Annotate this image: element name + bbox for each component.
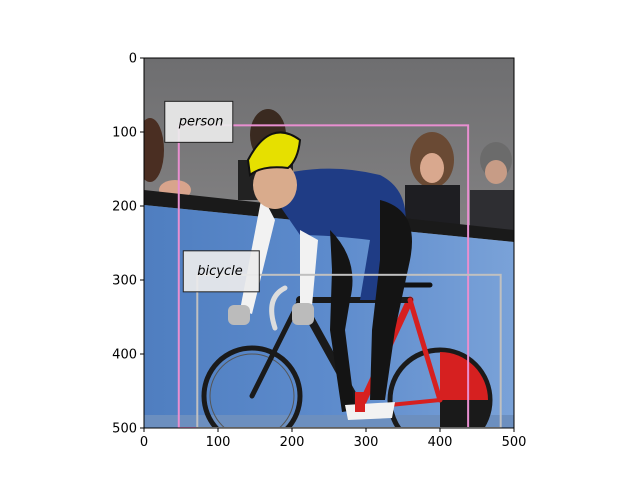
y-tick-label: 100	[112, 126, 137, 141]
y-axis: 0 100 200 300 400 500	[112, 52, 144, 437]
x-tick-label: 0	[140, 435, 148, 450]
y-tick-label: 500	[112, 422, 137, 437]
x-tick-label: 300	[354, 435, 379, 450]
x-tick-label: 100	[206, 435, 231, 450]
bicycle-bounding-box	[196, 273, 502, 428]
axes-frame	[143, 57, 515, 429]
x-tick-label: 200	[280, 435, 305, 450]
bicycle-label-box	[182, 250, 260, 293]
detection-labels: person bicycle	[164, 100, 260, 293]
y-tick-label: 400	[112, 348, 137, 363]
person-bounding-box	[177, 124, 470, 428]
person-label-box	[164, 100, 234, 143]
y-tick-label: 300	[112, 274, 137, 289]
detections-layer	[177, 124, 502, 428]
bicycle-label: bicycle	[197, 264, 242, 279]
x-tick-label: 500	[502, 435, 527, 450]
x-axis: 0 100 200 300 400 500	[140, 428, 527, 450]
x-tick-label: 400	[428, 435, 453, 450]
cyclist-photo	[144, 58, 514, 428]
y-tick-label: 0	[129, 52, 137, 67]
y-tick-label: 200	[112, 200, 137, 215]
person-label: person	[178, 114, 224, 129]
